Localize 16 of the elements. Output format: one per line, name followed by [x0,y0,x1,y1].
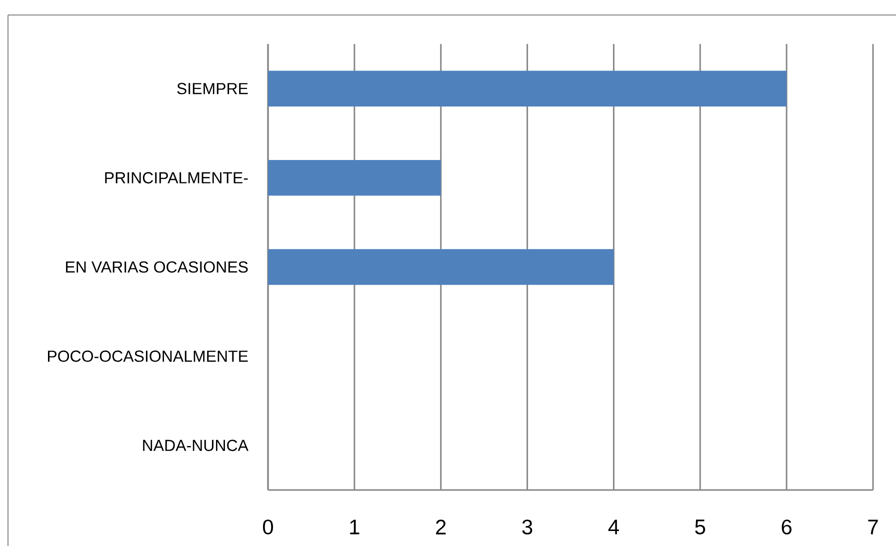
bar [268,160,441,196]
x-tick-label: 7 [868,520,878,534]
x-tick-label: 5 [695,520,706,534]
y-tick-label: EN VARIAS OCASIONES [66,261,248,273]
y-tick-label: POCO-OCASIONALMENTE [48,350,248,362]
y-tick-label: NADA-NUNCA [143,440,248,452]
x-tick-label: 1 [350,520,360,534]
x-tick-label: 2 [436,520,446,534]
bar [268,249,614,285]
bar [268,70,787,106]
x-tick-label: 0 [262,520,274,534]
y-tick-label: SIEMPRE [177,82,248,94]
y-tick-label: PRINCIPALMENTE- [105,172,248,184]
x-tick-label: 3 [522,520,532,534]
x-tick-label: 6 [782,520,792,534]
x-tick-label: 4 [608,520,619,534]
